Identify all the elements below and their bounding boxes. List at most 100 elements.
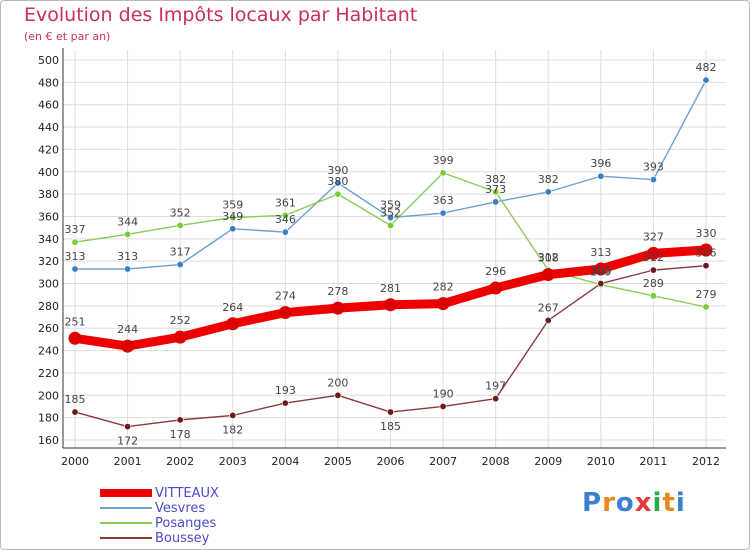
data-label: 482 bbox=[696, 61, 717, 74]
data-point bbox=[492, 198, 500, 206]
data-point bbox=[544, 316, 552, 324]
data-point bbox=[124, 265, 132, 273]
data-label: 308 bbox=[538, 252, 559, 265]
y-tick-label: 280 bbox=[38, 300, 59, 313]
legend-item-vitteaux: VITTEAUX bbox=[100, 486, 300, 501]
data-point bbox=[71, 265, 79, 273]
y-tick-label: 160 bbox=[38, 434, 59, 447]
y-tick-label: 360 bbox=[38, 210, 59, 223]
data-label: 313 bbox=[65, 250, 86, 263]
legend-item-posanges: Posanges bbox=[100, 516, 300, 531]
data-point bbox=[176, 261, 184, 269]
y-tick-label: 400 bbox=[38, 166, 59, 179]
data-point bbox=[702, 76, 710, 84]
data-label: 396 bbox=[590, 157, 611, 170]
data-point bbox=[492, 395, 500, 403]
data-point bbox=[492, 188, 500, 196]
data-point bbox=[702, 303, 710, 311]
data-label: 312 bbox=[538, 251, 559, 264]
data-point bbox=[597, 280, 605, 288]
data-label: 330 bbox=[696, 227, 717, 240]
data-point bbox=[176, 416, 184, 424]
data-point bbox=[541, 268, 555, 282]
y-tick-label: 320 bbox=[38, 255, 59, 268]
x-tick-label: 2008 bbox=[482, 455, 510, 468]
data-point bbox=[281, 211, 289, 219]
y-tick-label: 480 bbox=[38, 76, 59, 89]
data-label: 313 bbox=[590, 246, 611, 259]
data-label: 380 bbox=[327, 175, 348, 188]
data-label: 393 bbox=[643, 161, 664, 174]
data-point bbox=[281, 228, 289, 236]
x-tick-label: 2009 bbox=[534, 455, 562, 468]
data-point bbox=[173, 330, 187, 344]
data-point bbox=[702, 262, 710, 270]
data-label: 200 bbox=[327, 376, 348, 389]
data-label: 346 bbox=[275, 213, 296, 226]
data-point bbox=[386, 408, 394, 416]
x-tick-label: 2010 bbox=[587, 455, 615, 468]
data-label: 359 bbox=[222, 199, 243, 212]
data-point bbox=[439, 402, 447, 410]
data-label: 264 bbox=[222, 301, 243, 314]
chart-title: Evolution des Impôts locaux par Habitant bbox=[24, 4, 418, 26]
proxiti-logo: Proxiti bbox=[582, 488, 686, 518]
data-label: 313 bbox=[117, 250, 138, 263]
y-tick-label: 300 bbox=[38, 278, 59, 291]
legend-swatch bbox=[100, 507, 152, 509]
x-tick-label: 2002 bbox=[166, 455, 194, 468]
x-tick-label: 2000 bbox=[61, 455, 89, 468]
data-point bbox=[597, 172, 605, 180]
gridlines bbox=[63, 50, 726, 448]
data-point bbox=[646, 246, 660, 260]
data-label: 349 bbox=[222, 210, 243, 223]
data-label: 193 bbox=[275, 384, 296, 397]
data-label: 399 bbox=[433, 154, 454, 167]
y-tick-label: 420 bbox=[38, 143, 59, 156]
legend-label: Vesvres bbox=[155, 501, 206, 516]
data-label: 185 bbox=[380, 420, 401, 433]
data-label: 278 bbox=[327, 285, 348, 298]
data-label: 252 bbox=[170, 314, 191, 327]
data-label: 251 bbox=[65, 315, 86, 328]
data-point bbox=[489, 281, 503, 295]
series-lines bbox=[68, 76, 713, 431]
data-point bbox=[229, 214, 237, 222]
data-point bbox=[334, 190, 342, 198]
data-label: 312 bbox=[643, 251, 664, 264]
data-point bbox=[278, 306, 292, 320]
data-label: 382 bbox=[538, 173, 559, 186]
data-label: 382 bbox=[485, 173, 506, 186]
data-label: 244 bbox=[117, 323, 138, 336]
x-tick-label: 2004 bbox=[271, 455, 299, 468]
legend-swatch bbox=[100, 489, 152, 497]
data-point bbox=[229, 411, 237, 419]
data-label: 359 bbox=[380, 199, 401, 212]
data-label: 352 bbox=[380, 206, 401, 219]
y-tick-label: 500 bbox=[38, 54, 59, 67]
y-tick-label: 260 bbox=[38, 322, 59, 335]
data-label: 279 bbox=[696, 288, 717, 301]
y-tick-label: 380 bbox=[38, 188, 59, 201]
x-tick-label: 2012 bbox=[692, 455, 720, 468]
data-point bbox=[544, 188, 552, 196]
data-point bbox=[384, 298, 397, 312]
chart-subtitle: (en € et par an) bbox=[24, 30, 111, 43]
data-point bbox=[68, 331, 82, 345]
x-tick-label: 2007 bbox=[429, 455, 457, 468]
y-tick-label: 240 bbox=[38, 345, 59, 358]
data-label: 296 bbox=[485, 265, 506, 278]
data-label: 281 bbox=[380, 282, 401, 295]
y-tick-label: 460 bbox=[38, 99, 59, 112]
data-label: 352 bbox=[170, 206, 191, 219]
data-label: 337 bbox=[65, 223, 86, 236]
legend-swatch bbox=[100, 537, 152, 539]
data-label: 282 bbox=[433, 281, 454, 294]
data-point bbox=[334, 391, 342, 399]
data-point bbox=[229, 225, 237, 233]
data-label: 289 bbox=[643, 277, 664, 290]
data-point bbox=[699, 243, 713, 257]
data-label: 316 bbox=[696, 247, 717, 260]
